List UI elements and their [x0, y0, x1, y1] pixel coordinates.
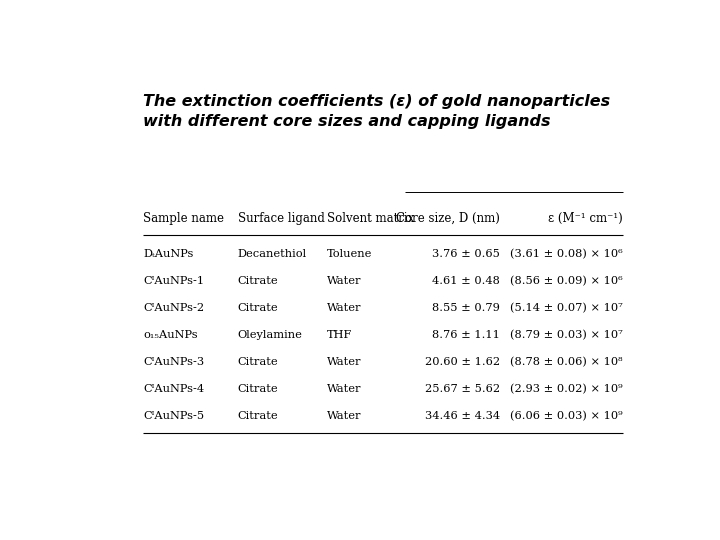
Text: 8.55 ± 0.79: 8.55 ± 0.79 [432, 303, 500, 313]
Text: (8.78 ± 0.06) × 10⁸: (8.78 ± 0.06) × 10⁸ [510, 357, 623, 367]
Text: Toluene: Toluene [327, 249, 372, 259]
Text: ε (M⁻¹ cm⁻¹): ε (M⁻¹ cm⁻¹) [548, 212, 623, 225]
Text: Citrate: Citrate [238, 357, 279, 367]
Text: CᴵAuNPs-3: CᴵAuNPs-3 [143, 357, 204, 367]
Text: Decanethiol: Decanethiol [238, 249, 307, 259]
Text: (8.56 ± 0.09) × 10⁶: (8.56 ± 0.09) × 10⁶ [510, 276, 623, 286]
Text: 8.76 ± 1.11: 8.76 ± 1.11 [432, 330, 500, 340]
Text: (5.14 ± 0.07) × 10⁷: (5.14 ± 0.07) × 10⁷ [510, 303, 623, 313]
Text: Water: Water [327, 276, 361, 286]
Text: Sample name: Sample name [143, 212, 224, 225]
Text: 25.67 ± 5.62: 25.67 ± 5.62 [425, 384, 500, 394]
Text: THF: THF [327, 330, 353, 340]
Text: ᴏ₁₅AuNPs: ᴏ₁₅AuNPs [143, 330, 197, 340]
Text: Citrate: Citrate [238, 276, 279, 286]
Text: CᴵAuNPs-5: CᴵAuNPs-5 [143, 411, 204, 421]
Text: 3.76 ± 0.65: 3.76 ± 0.65 [432, 249, 500, 259]
Text: CᴵAuNPs-2: CᴵAuNPs-2 [143, 303, 204, 313]
Text: Water: Water [327, 303, 361, 313]
Text: Water: Water [327, 411, 361, 421]
Text: Surface ligand: Surface ligand [238, 212, 325, 225]
Text: Solvent matrix: Solvent matrix [327, 212, 415, 225]
Text: CᴵAuNPs-4: CᴵAuNPs-4 [143, 384, 204, 394]
Text: Oleylamine: Oleylamine [238, 330, 302, 340]
Text: (3.61 ± 0.08) × 10⁶: (3.61 ± 0.08) × 10⁶ [510, 249, 623, 259]
Text: Water: Water [327, 384, 361, 394]
Text: (6.06 ± 0.03) × 10⁹: (6.06 ± 0.03) × 10⁹ [510, 411, 623, 421]
Text: (8.79 ± 0.03) × 10⁷: (8.79 ± 0.03) × 10⁷ [510, 330, 623, 340]
Text: Citrate: Citrate [238, 303, 279, 313]
Text: DₜAuNPs: DₜAuNPs [143, 249, 194, 259]
Text: 4.61 ± 0.48: 4.61 ± 0.48 [432, 276, 500, 286]
Text: Citrate: Citrate [238, 411, 279, 421]
Text: 34.46 ± 4.34: 34.46 ± 4.34 [425, 411, 500, 421]
Text: CᴵAuNPs-1: CᴵAuNPs-1 [143, 276, 204, 286]
Text: 20.60 ± 1.62: 20.60 ± 1.62 [425, 357, 500, 367]
Text: (2.93 ± 0.02) × 10⁹: (2.93 ± 0.02) × 10⁹ [510, 384, 623, 394]
Text: Citrate: Citrate [238, 384, 279, 394]
Text: Core size, D (nm): Core size, D (nm) [396, 212, 500, 225]
Text: The extinction coefficients (ε) of gold nanoparticles
with different core sizes : The extinction coefficients (ε) of gold … [143, 94, 610, 129]
Text: Water: Water [327, 357, 361, 367]
